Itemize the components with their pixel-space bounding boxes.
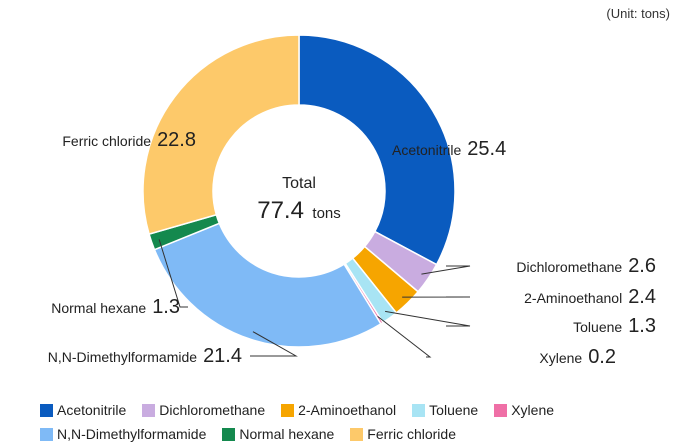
leader-line-n-n-dimethylformamide: [250, 331, 298, 357]
label-name-dichloromethane: Dichloromethane: [516, 259, 622, 275]
legend-swatch: [412, 403, 426, 417]
center-total-number: 77.4: [257, 197, 304, 224]
legend-row: Acetonitrile Dichloromethane 2-Aminoethano…: [40, 398, 660, 422]
legend-label: Acetonitrile: [57, 402, 127, 418]
label-normal-hexane: Normal hexane 1.3: [51, 296, 180, 318]
label-name-2-aminoethanol: 2-Aminoethanol: [524, 290, 622, 306]
legend-label: Xylene: [511, 402, 555, 418]
center-total-label: Total: [282, 175, 316, 192]
label-2-aminoethanol: 2-Aminoethanol 2.4: [524, 286, 656, 308]
legend-label: N,N-Dimethylformamide: [57, 426, 207, 442]
legend-item-2-aminoethanol: 2-Aminoethanol: [281, 402, 396, 418]
legend-swatch: [40, 403, 53, 417]
legend-label: Dichloromethane: [159, 402, 266, 418]
legend-item-acetonitrile: Acetonitrile: [40, 402, 126, 418]
legend: Acetonitrile Dichloromethane 2-Aminoethano…: [40, 398, 660, 446]
legend-swatch: [281, 403, 295, 417]
legend-item-xylene: Xylene: [494, 402, 554, 418]
label-name-ferric-chloride: Ferric chloride: [62, 133, 151, 149]
center-total-unit: tons: [312, 205, 340, 222]
legend-label: 2-Aminoethanol: [298, 402, 397, 418]
label-acetonitrile: Acetonitrile 25.4: [392, 138, 506, 160]
label-name-normal-hexane: Normal hexane: [51, 300, 146, 316]
legend-swatch: [494, 403, 508, 417]
legend-label: Toluene: [429, 402, 479, 418]
legend-swatch: [350, 427, 364, 441]
label-name-n-n-dimethylformamide: N,N-Dimethylformamide: [48, 349, 198, 365]
legend-item-dichloromethane: Dichloromethane: [142, 402, 265, 418]
slice-acetonitrile: [298, 34, 456, 266]
label-name-toluene: Toluene: [573, 319, 622, 335]
label-value-normal-hexane: 1.3: [152, 296, 180, 318]
donut-chart: Acetonitrile 25.4 Dichloromethane 2.6 2-Amin…: [48, 34, 656, 368]
label-value-n-n-dimethylformamide: 21.4: [203, 345, 242, 367]
unit-label: (Unit: tons): [606, 6, 670, 21]
center-total-value: 77.4 tons: [257, 197, 341, 224]
slice-n-n-dimethylformamide: [153, 222, 382, 348]
label-ferric-chloride: Ferric chloride 22.8: [62, 129, 196, 151]
label-xylene: Xylene 0.2: [539, 346, 616, 368]
label-value-2-aminoethanol: 2.4: [628, 286, 656, 308]
legend-label: Normal hexane: [239, 426, 335, 442]
label-value-acetonitrile: 25.4: [467, 138, 506, 160]
legend-row: N,N-Dimethylformamide Normal hexane Ferric…: [40, 422, 660, 446]
legend-label: Ferric chloride: [367, 426, 456, 442]
legend-swatch: [40, 427, 53, 441]
slice-ferric-chloride: [142, 34, 300, 236]
legend-item-normal-hexane: Normal hexane: [222, 426, 334, 442]
label-name-xylene: Xylene: [539, 350, 582, 366]
legend-swatch: [222, 427, 236, 441]
label-name-acetonitrile: Acetonitrile: [392, 142, 461, 158]
legend-item-toluene: Toluene: [412, 402, 478, 418]
legend-item-n-n-dimethylformamide: N,N-Dimethylformamide: [40, 426, 206, 442]
legend-item-ferric-chloride: Ferric chloride: [350, 426, 456, 442]
label-value-xylene: 0.2: [588, 346, 616, 368]
label-dichloromethane: Dichloromethane 2.6: [516, 255, 656, 277]
label-toluene: Toluene 1.3: [573, 315, 656, 337]
leader-line-xylene: [377, 315, 432, 358]
label-n-n-dimethylformamide: N,N-Dimethylformamide 21.4: [48, 345, 242, 367]
leader-line-dichloromethane: [421, 265, 471, 275]
leader-line-normal-hexane: [158, 239, 188, 308]
leader-line-toluene: [385, 310, 471, 327]
label-value-ferric-chloride: 22.8: [157, 129, 196, 151]
label-value-toluene: 1.3: [628, 315, 656, 337]
label-value-dichloromethane: 2.6: [628, 255, 656, 277]
legend-swatch: [142, 403, 156, 417]
